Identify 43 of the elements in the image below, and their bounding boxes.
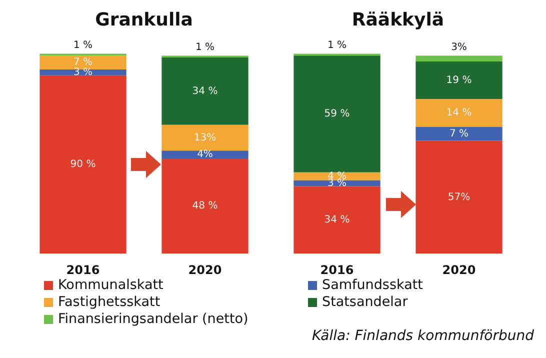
data-label: 1 % bbox=[73, 40, 93, 52]
legend-label: Statsandelar bbox=[322, 294, 408, 310]
data-label: 34 % bbox=[324, 214, 350, 226]
data-label: 7 % bbox=[449, 128, 469, 140]
data-label: 3 % bbox=[73, 67, 93, 78]
data-label: 14 % bbox=[446, 108, 472, 119]
bar bbox=[40, 75, 126, 254]
bar bbox=[294, 186, 380, 254]
data-label: 59 % bbox=[324, 108, 350, 120]
data-label: 34 % bbox=[192, 86, 218, 97]
bar bbox=[416, 56, 502, 62]
bar bbox=[294, 172, 380, 180]
data-label: 13% bbox=[194, 132, 216, 144]
bar bbox=[416, 62, 502, 100]
data-label: 3% bbox=[451, 42, 467, 54]
data-label: 19 % bbox=[446, 74, 472, 86]
bar bbox=[416, 99, 502, 127]
x-tick-label: 2016 bbox=[320, 262, 354, 277]
x-tick-label: 2020 bbox=[442, 262, 476, 277]
data-label: 90 % bbox=[70, 159, 96, 170]
x-tick-label: 2016 bbox=[66, 262, 100, 277]
legend-label: Samfundsskatt bbox=[322, 277, 423, 293]
bar bbox=[416, 140, 502, 254]
data-label: 1 % bbox=[195, 42, 215, 54]
bar bbox=[294, 56, 380, 172]
data-label: 7 % bbox=[73, 57, 93, 68]
data-label: 57% bbox=[448, 192, 470, 203]
bar bbox=[40, 56, 126, 70]
bar bbox=[416, 126, 502, 141]
bar bbox=[40, 69, 126, 76]
bar bbox=[162, 158, 248, 254]
chart-title: Rääkkylä bbox=[352, 9, 444, 30]
legend-label: Finansieringsandelar (netto) bbox=[58, 311, 248, 327]
legend-label: Fastighetsskatt bbox=[58, 294, 160, 310]
x-tick-label: 2020 bbox=[188, 262, 222, 277]
text: Källa: Finlands kommunförbund bbox=[312, 328, 534, 344]
bar bbox=[162, 124, 248, 151]
data-label: 48 % bbox=[192, 200, 218, 212]
data-label: 4% bbox=[197, 149, 213, 160]
chart-title: Grankulla bbox=[95, 9, 193, 30]
bar bbox=[162, 58, 248, 125]
legend-label: Kommunalskatt bbox=[58, 277, 164, 293]
data-label: 1 % bbox=[327, 40, 347, 52]
